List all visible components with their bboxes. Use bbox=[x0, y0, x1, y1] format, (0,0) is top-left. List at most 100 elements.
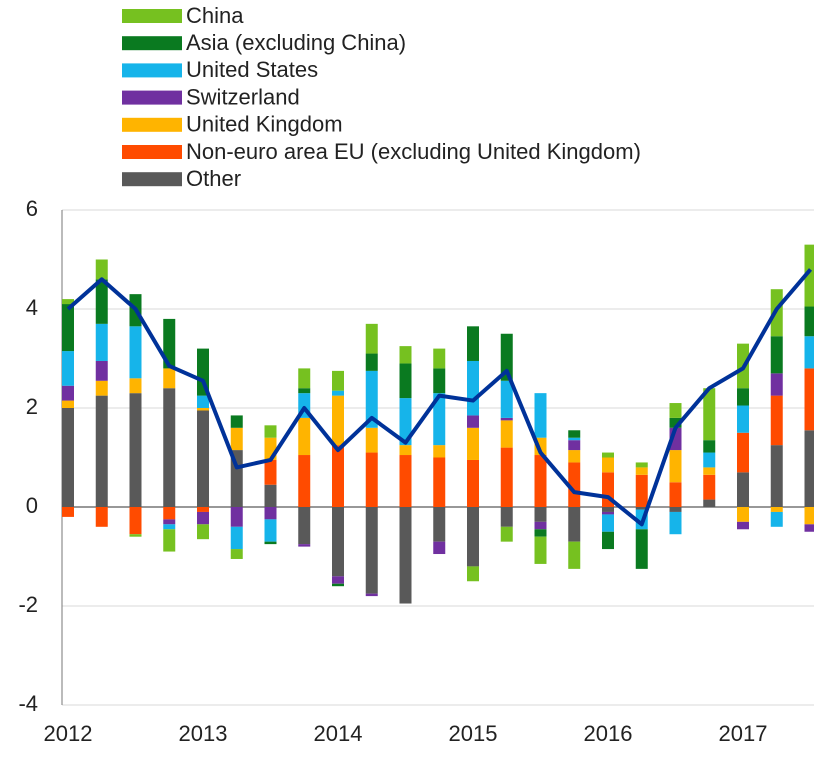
bar-segment bbox=[130, 378, 142, 393]
legend-swatch bbox=[122, 118, 182, 132]
x-tick-label: 2012 bbox=[44, 721, 93, 746]
bar-segment bbox=[298, 455, 310, 507]
bar-segment bbox=[400, 455, 412, 507]
bar-segment bbox=[130, 326, 142, 378]
x-tick-label: 2016 bbox=[584, 721, 633, 746]
bar-segment bbox=[703, 467, 715, 474]
bar-segment bbox=[298, 507, 310, 544]
bar-segment bbox=[265, 507, 277, 519]
legend-label: Asia (excluding China) bbox=[186, 30, 406, 55]
bar-segment bbox=[602, 512, 614, 514]
x-tick-label: 2015 bbox=[449, 721, 498, 746]
bar-segment bbox=[568, 430, 580, 437]
bar-segment bbox=[501, 381, 513, 418]
bar-segment bbox=[96, 507, 108, 527]
bar-segment bbox=[670, 450, 682, 482]
bar-segment bbox=[602, 507, 614, 512]
bar-segment bbox=[163, 368, 175, 388]
bar-segment bbox=[636, 475, 648, 507]
bar-segment bbox=[332, 576, 344, 583]
bar-segment bbox=[805, 368, 814, 430]
bar-segment bbox=[737, 472, 749, 507]
legend-label: United Kingdom bbox=[186, 112, 343, 137]
bar-segment bbox=[467, 566, 479, 581]
bar-segment bbox=[332, 584, 344, 586]
bar-segment bbox=[197, 408, 209, 410]
bar-segment bbox=[366, 453, 378, 507]
bar-segment bbox=[501, 420, 513, 447]
bar-segment bbox=[130, 507, 142, 534]
bar-segment bbox=[96, 381, 108, 396]
bar-segment bbox=[96, 361, 108, 381]
y-tick-label: -4 bbox=[18, 691, 38, 716]
bar-segment bbox=[805, 524, 814, 531]
bar-segment bbox=[366, 507, 378, 594]
bar-segment bbox=[197, 396, 209, 408]
bar-segment bbox=[231, 527, 243, 549]
bar-segment bbox=[231, 549, 243, 559]
bar-segment bbox=[670, 507, 682, 512]
bar-segment bbox=[433, 368, 445, 393]
bar-segment bbox=[298, 418, 310, 455]
legend-label: United States bbox=[186, 57, 318, 82]
bar-segment bbox=[332, 371, 344, 391]
bar-segment bbox=[771, 512, 783, 527]
bar-segment bbox=[298, 368, 310, 388]
bar-segment bbox=[568, 438, 580, 440]
bar-segment bbox=[568, 542, 580, 569]
bar-segment bbox=[467, 428, 479, 460]
bar-segment bbox=[400, 346, 412, 363]
x-tick-label: 2014 bbox=[314, 721, 363, 746]
x-tick-label: 2013 bbox=[179, 721, 228, 746]
bar-segment bbox=[62, 507, 74, 517]
bar-segment bbox=[197, 410, 209, 507]
y-tick-label: 6 bbox=[26, 196, 38, 221]
bar-segment bbox=[366, 324, 378, 354]
bar-segment bbox=[433, 458, 445, 508]
bar-segment bbox=[400, 445, 412, 455]
bar-segment bbox=[805, 430, 814, 507]
y-tick-label: 4 bbox=[26, 295, 38, 320]
bar-segment bbox=[501, 448, 513, 507]
bar-segment bbox=[703, 500, 715, 507]
bar-segment bbox=[602, 458, 614, 473]
bar-segment bbox=[433, 507, 445, 542]
bar-segment bbox=[568, 450, 580, 462]
bar-segment bbox=[771, 336, 783, 373]
bar-segment bbox=[130, 393, 142, 507]
y-tick-label: 0 bbox=[26, 493, 38, 518]
bar-segment bbox=[298, 544, 310, 546]
bar-segment bbox=[265, 485, 277, 507]
bar-segment bbox=[96, 324, 108, 361]
bar-segment bbox=[805, 307, 814, 337]
bar-segment bbox=[62, 408, 74, 507]
bar-segment bbox=[771, 507, 783, 512]
legend-label: Other bbox=[186, 166, 241, 191]
bar-segment bbox=[163, 524, 175, 529]
legend-swatch bbox=[122, 63, 182, 77]
bar-segment bbox=[62, 304, 74, 351]
bar-segment bbox=[670, 403, 682, 418]
bar-segment bbox=[366, 428, 378, 453]
bar-segment bbox=[737, 507, 749, 522]
bar-segment bbox=[636, 529, 648, 569]
bar-segment bbox=[400, 363, 412, 398]
bar-segment bbox=[231, 428, 243, 450]
bar-segment bbox=[265, 542, 277, 544]
bar-segment bbox=[501, 507, 513, 527]
bar-segment bbox=[467, 361, 479, 415]
bar-segment bbox=[332, 445, 344, 507]
bar-segment bbox=[535, 455, 547, 507]
bar-segment bbox=[298, 388, 310, 393]
bar-segment bbox=[163, 529, 175, 551]
bar-segment bbox=[670, 512, 682, 534]
bar-segment bbox=[703, 475, 715, 500]
bar-segment bbox=[163, 507, 175, 519]
bar-segment bbox=[602, 532, 614, 549]
bar-segment bbox=[535, 529, 547, 536]
bar-segment bbox=[332, 507, 344, 576]
bar-segment bbox=[163, 388, 175, 507]
bar-segment bbox=[265, 519, 277, 541]
legend-label: China bbox=[186, 3, 244, 28]
